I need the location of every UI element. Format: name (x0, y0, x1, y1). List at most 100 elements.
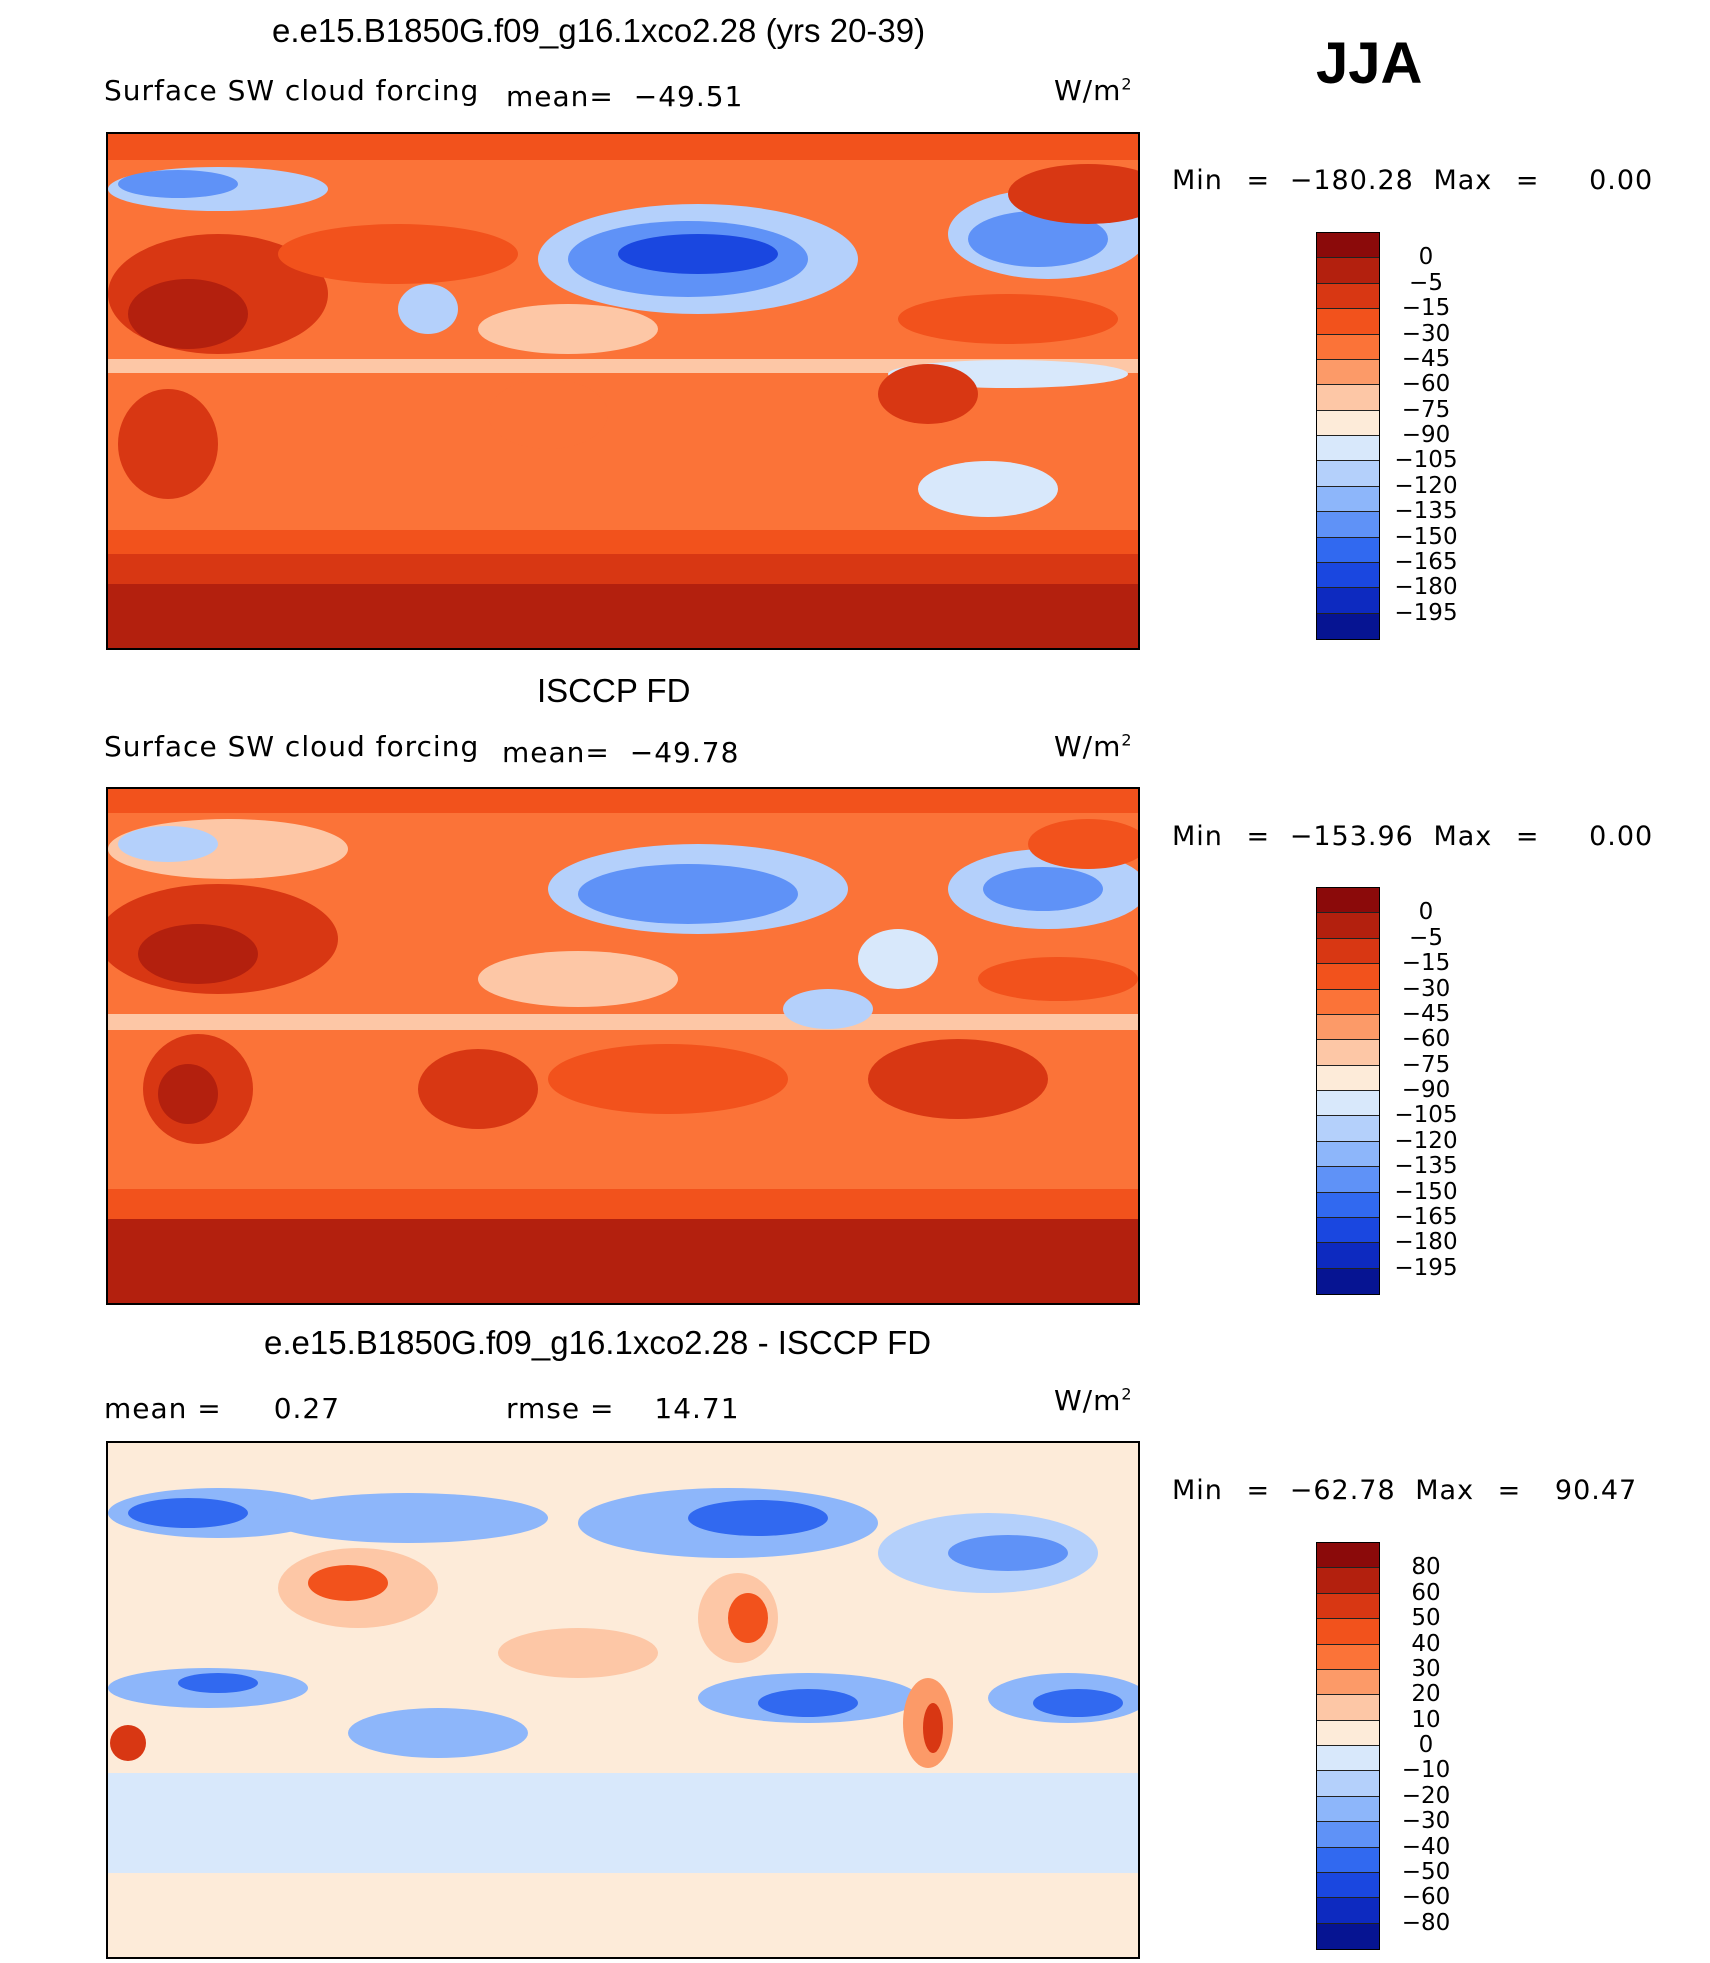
colorbar-tick-label: −180 (1394, 574, 1458, 601)
panel-1-max-eq: = (1515, 165, 1540, 196)
colorbar-tick-label: −195 (1394, 599, 1458, 626)
panel-1-min-eq: = (1246, 165, 1271, 196)
colorbar-swatch (1317, 1268, 1379, 1294)
panel-2-minmax: Min = −153.96 Max = 0.00 (1172, 821, 1653, 852)
panel-2-variable: Surface SW cloud forcing (104, 730, 480, 763)
panel-1-title: e.e15.B1850G.f09_g16.1xco2.28 (yrs 20-39… (272, 12, 926, 49)
colorbar-tick-label: −105 (1394, 447, 1458, 474)
colorbar-swatch (1317, 1167, 1379, 1193)
colorbar-swatch (1317, 1619, 1379, 1645)
colorbar-swatch (1317, 486, 1379, 513)
panel-2-map-svg (108, 789, 1138, 1303)
panel-3-min-value: −62.78 (1289, 1475, 1396, 1506)
colorbar-tick-label: 0 (1418, 244, 1434, 271)
panel-2-min-label: Min (1172, 821, 1223, 852)
colorbar-swatch (1317, 1746, 1379, 1772)
panel-2-mean-label: mean= (502, 736, 610, 769)
colorbar-swatch (1317, 537, 1379, 563)
panel-2-colorbar (1316, 887, 1380, 1295)
colorbar-swatch (1317, 283, 1379, 310)
colorbar-tick-label: −40 (1401, 1833, 1451, 1860)
colorbar-tick-label: −30 (1401, 1808, 1451, 1835)
colorbar-swatch (1317, 1669, 1379, 1696)
colorbar-tick-label: 80 (1411, 1554, 1441, 1581)
colorbar-swatch (1317, 1593, 1379, 1620)
colorbar-tick-label: −195 (1394, 1254, 1458, 1281)
colorbar-tick-label: −45 (1401, 345, 1451, 372)
colorbar-tick-label: −60 (1401, 1026, 1451, 1053)
panel-2-colorbar-ticks: 0 −5 −15 −30 −45 −60 −75 −90 −105 −120 −135 −150 −16… (1391, 887, 1461, 1293)
colorbar-swatch (1317, 1543, 1379, 1569)
colorbar-swatch (1317, 888, 1379, 914)
colorbar-swatch (1317, 1644, 1379, 1670)
colorbar-tick-label: 30 (1411, 1655, 1441, 1682)
colorbar-tick-label: −105 (1394, 1102, 1458, 1129)
colorbar-swatch (1317, 1116, 1379, 1142)
panel-3-units-base: W/m (1054, 1384, 1122, 1417)
colorbar-tick-label: 0 (1418, 1732, 1434, 1758)
colorbar-tick-label: −165 (1394, 1203, 1458, 1230)
colorbar-swatch (1317, 964, 1379, 990)
colorbar-swatch (1317, 512, 1379, 538)
panel-3-max-label: Max (1415, 1475, 1475, 1506)
panel-2-title: ISCCP FD (537, 672, 691, 709)
colorbar-swatch (1317, 1923, 1379, 1949)
colorbar-tick-label: −75 (1401, 1051, 1451, 1078)
panel-3-mean-label: mean = (104, 1392, 222, 1425)
panel-2-mean: mean= −49.78 (502, 736, 739, 769)
colorbar-swatch (1317, 461, 1379, 487)
season-label: JJA (1316, 31, 1423, 96)
panel-3-units: W/m2 (1054, 1384, 1133, 1417)
colorbar-swatch (1317, 938, 1379, 965)
colorbar-swatch (1317, 1898, 1379, 1924)
panel-1-max-label: Max (1433, 165, 1493, 196)
panel-1-map (106, 132, 1140, 650)
colorbar-tick-label: 50 (1411, 1605, 1441, 1632)
panel-2-map (106, 787, 1140, 1305)
colorbar-tick-label: −15 (1401, 295, 1451, 322)
colorbar-swatch (1317, 410, 1379, 436)
colorbar-tick-label: −150 (1394, 1178, 1458, 1205)
panel-3-min-eq: = (1246, 1475, 1271, 1506)
panel-3-mean-value: 0.27 (273, 1392, 341, 1425)
colorbar-tick-label: −135 (1394, 1153, 1458, 1180)
panel-1-units-exp: 2 (1121, 74, 1133, 94)
colorbar-swatch (1317, 1872, 1379, 1899)
colorbar-tick-label: 10 (1411, 1706, 1441, 1733)
panel-3-colorbar (1316, 1542, 1380, 1950)
panel-2-max-label: Max (1433, 821, 1493, 852)
colorbar-tick-label: 20 (1411, 1681, 1441, 1708)
colorbar-tick-label: −30 (1401, 320, 1451, 347)
colorbar-tick-label: 0 (1418, 899, 1434, 926)
panel-3-rmse-label: rmse = (506, 1392, 615, 1425)
panel-1-variable: Surface SW cloud forcing (104, 74, 480, 107)
colorbar-swatch (1317, 233, 1379, 259)
panel-2-min-eq: = (1246, 821, 1271, 852)
colorbar-swatch (1317, 1568, 1379, 1594)
colorbar-tick-label: −90 (1401, 1077, 1451, 1103)
panel-2-max-eq: = (1515, 821, 1540, 852)
panel-3-rmse-value: 14.71 (654, 1392, 740, 1425)
panel-1-mean-label: mean= (506, 80, 614, 113)
colorbar-swatch (1317, 1822, 1379, 1848)
colorbar-swatch (1317, 1065, 1379, 1091)
colorbar-swatch (1317, 334, 1379, 360)
panel-2-mean-value: −49.78 (629, 736, 740, 769)
colorbar-swatch (1317, 309, 1379, 335)
colorbar-tick-label: −60 (1401, 1884, 1451, 1911)
panel-1-min-value: −180.28 (1289, 165, 1414, 196)
panel-3-mean: mean = 0.27 (104, 1392, 340, 1425)
colorbar-swatch (1317, 1091, 1379, 1117)
panel-1-units-base: W/m (1054, 74, 1122, 107)
colorbar-swatch (1317, 1720, 1379, 1746)
colorbar-tick-label: −5 (1409, 269, 1443, 296)
panel-3-minmax: Min = −62.78 Max = 90.47 (1172, 1475, 1637, 1506)
panel-3-rmse: rmse = 14.71 (506, 1392, 740, 1425)
colorbar-tick-label: 60 (1411, 1579, 1441, 1606)
panel-3-title: e.e15.B1850G.f09_g16.1xco2.28 - ISCCP FD (264, 1324, 932, 1361)
panel-1-units: W/m2 (1054, 74, 1133, 107)
colorbar-swatch (1317, 913, 1379, 939)
panel-1-min-label: Min (1172, 165, 1223, 196)
colorbar-swatch (1317, 1014, 1379, 1041)
colorbar-tick-label: −50 (1401, 1858, 1451, 1885)
